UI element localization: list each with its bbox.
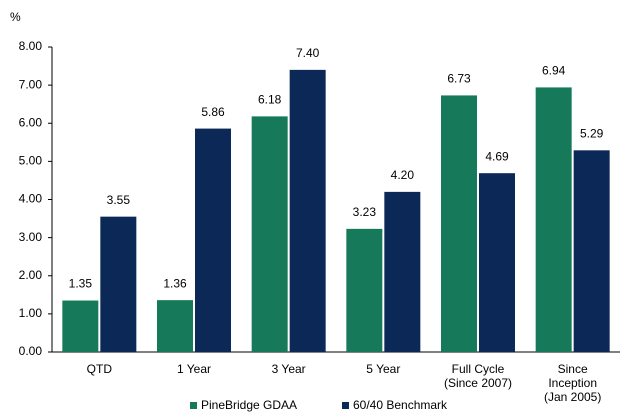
x-tick-label: 3 Year [272, 362, 306, 376]
legend-swatch [190, 402, 197, 409]
x-tick-label: 5 Year [366, 362, 400, 376]
y-tick-label: 2.00 [19, 268, 43, 282]
bar [62, 300, 99, 352]
data-label: 1.36 [163, 276, 187, 290]
legend-swatch [342, 402, 349, 409]
bar [251, 116, 288, 352]
bar [195, 128, 231, 352]
bar [384, 191, 421, 352]
data-label: 5.86 [201, 105, 225, 119]
legend-label: PineBridge GDAA [201, 398, 297, 412]
data-label: 4.69 [485, 149, 509, 163]
y-tick-label: 4.00 [19, 192, 43, 206]
y-tick-label: 6.00 [19, 115, 43, 129]
y-axis-label: % [10, 10, 21, 24]
data-label: 7.40 [296, 46, 320, 60]
x-tick-label: 1 Year [177, 362, 211, 376]
data-label: 5.29 [580, 126, 604, 140]
legend-label: 60/40 Benchmark [353, 398, 448, 412]
data-label: 6.73 [447, 72, 471, 86]
data-label: 6.18 [258, 93, 282, 107]
data-label: 1.35 [69, 277, 93, 291]
bar [346, 228, 383, 352]
x-tick-label: QTD [87, 362, 113, 376]
bar [479, 173, 515, 352]
data-label: 4.20 [391, 168, 415, 182]
bar [100, 216, 137, 352]
data-label: 6.94 [542, 64, 566, 78]
y-tick-label: 0.00 [19, 344, 43, 358]
bar [535, 87, 572, 352]
bar [157, 300, 193, 352]
y-tick-label: 1.00 [19, 306, 43, 320]
y-tick-label: 3.00 [19, 230, 43, 244]
x-tick-label: Full Cycle (Since 2007) [444, 362, 512, 390]
bar [441, 95, 477, 352]
data-label: 3.55 [107, 193, 131, 207]
y-tick-label: 5.00 [19, 154, 43, 168]
x-tick-label: Since Inception (Jan 2005) [544, 362, 601, 404]
bar [289, 69, 326, 352]
data-label: 3.23 [353, 205, 377, 219]
y-tick-label: 8.00 [19, 39, 43, 53]
y-tick-label: 7.00 [19, 77, 43, 91]
bar [573, 150, 610, 352]
